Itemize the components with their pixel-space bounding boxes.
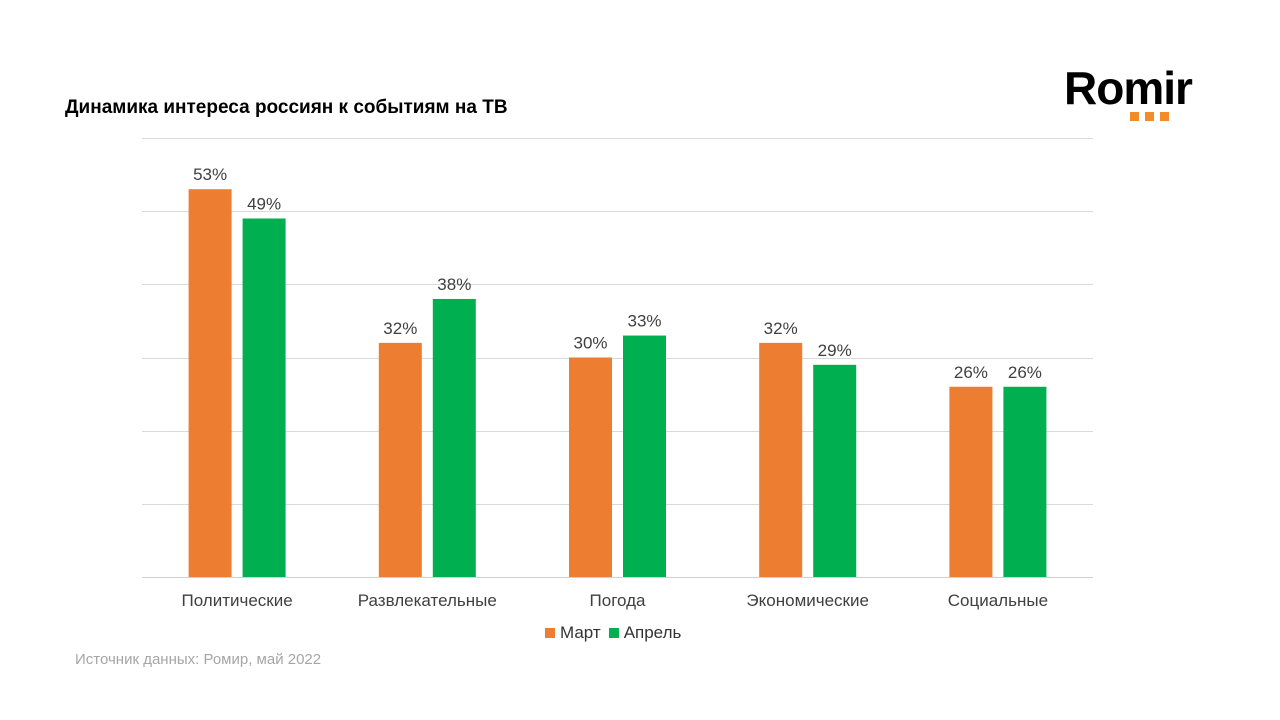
data-source-note: Источник данных: Ромир, май 2022 xyxy=(75,651,322,668)
data-label: 26% xyxy=(954,363,988,382)
bar-апрель-0 xyxy=(242,218,286,577)
bar-март-0 xyxy=(188,189,232,577)
bar-март-1 xyxy=(378,342,422,577)
data-label: 30% xyxy=(573,334,607,353)
data-label: 53% xyxy=(193,165,227,184)
category-label: Экономические xyxy=(746,591,869,610)
data-label: 38% xyxy=(437,275,471,294)
legend-item-april: Апрель xyxy=(608,623,682,643)
logo-dot-2 xyxy=(1145,112,1154,121)
bar-март-2 xyxy=(569,357,612,577)
bar-апрель-2 xyxy=(623,335,666,577)
legend-item-march: Март xyxy=(545,623,601,643)
legend-label-april: Апрель xyxy=(623,623,682,642)
bar-апрель-3 xyxy=(813,364,857,577)
data-label: 33% xyxy=(627,312,661,331)
legend-swatch-april xyxy=(608,628,619,638)
bar-апрель-1 xyxy=(432,298,476,577)
legend-swatch-march xyxy=(545,628,555,638)
chart-title: Динамика интереса россиян к событиям на … xyxy=(65,97,508,118)
data-label: 32% xyxy=(764,319,798,338)
data-label: 29% xyxy=(818,341,852,360)
chart-legend: Март Апрель xyxy=(545,623,689,643)
bar-апрель-4 xyxy=(1003,386,1047,577)
logo-text: Romir xyxy=(1064,62,1193,114)
data-label: 32% xyxy=(383,319,417,338)
category-label: Развлекательные xyxy=(358,591,497,610)
legend-label-march: Март xyxy=(560,623,601,642)
logo-dot-1 xyxy=(1130,112,1139,121)
logo-dot-3 xyxy=(1160,112,1169,121)
category-label: Погода xyxy=(590,591,647,610)
bar-март-4 xyxy=(949,386,993,577)
bar-март-3 xyxy=(759,342,803,577)
category-label: Социальные xyxy=(948,591,1048,610)
romir-logo: Romir xyxy=(1064,62,1214,124)
data-label: 26% xyxy=(1008,363,1042,382)
data-label: 49% xyxy=(247,194,281,213)
category-label: Политические xyxy=(181,591,292,610)
